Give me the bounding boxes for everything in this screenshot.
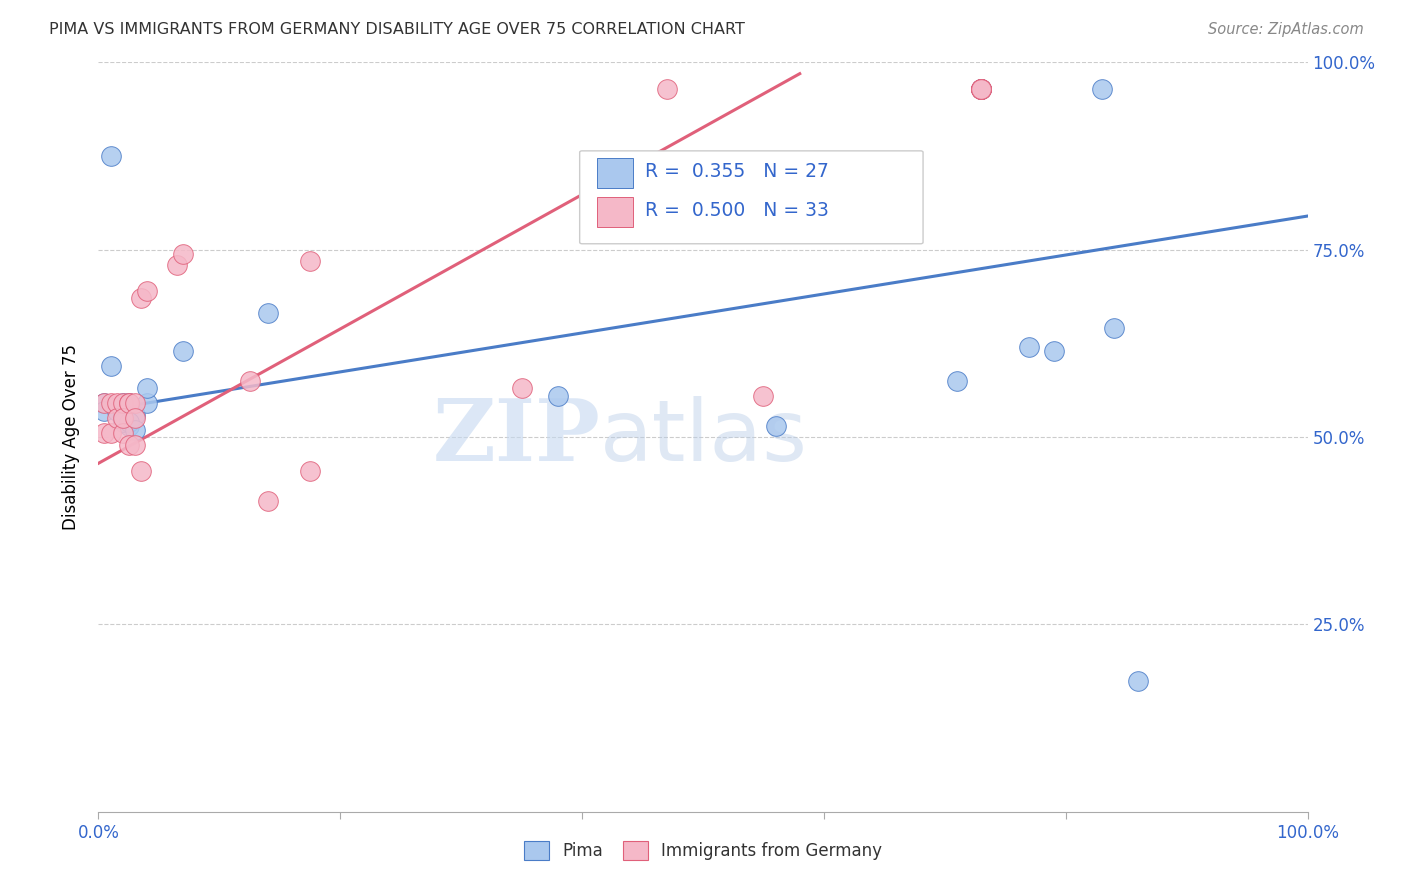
Text: atlas: atlas — [600, 395, 808, 479]
Point — [124, 411, 146, 425]
Point — [111, 396, 134, 410]
Text: Source: ZipAtlas.com: Source: ZipAtlas.com — [1208, 22, 1364, 37]
Point — [105, 396, 128, 410]
Point — [118, 437, 141, 451]
Point — [118, 396, 141, 410]
Point — [100, 426, 122, 441]
Point — [124, 408, 146, 422]
Point — [100, 396, 122, 410]
Point — [100, 149, 122, 163]
Point — [105, 411, 128, 425]
Point — [970, 81, 993, 95]
FancyBboxPatch shape — [579, 151, 924, 244]
Point — [93, 404, 115, 418]
Point — [135, 381, 157, 395]
Text: R =  0.500   N = 33: R = 0.500 N = 33 — [645, 202, 828, 220]
Text: R =  0.355   N = 27: R = 0.355 N = 27 — [645, 162, 828, 181]
Point — [547, 389, 569, 403]
FancyBboxPatch shape — [596, 159, 633, 188]
Point — [1128, 673, 1150, 688]
Point — [752, 389, 775, 403]
Point — [765, 418, 787, 433]
Point — [124, 396, 146, 410]
Point — [124, 437, 146, 451]
Point — [118, 415, 141, 429]
Text: PIMA VS IMMIGRANTS FROM GERMANY DISABILITY AGE OVER 75 CORRELATION CHART: PIMA VS IMMIGRANTS FROM GERMANY DISABILI… — [49, 22, 745, 37]
FancyBboxPatch shape — [596, 197, 633, 227]
Point — [129, 292, 152, 306]
Point — [172, 246, 194, 260]
Point — [510, 381, 533, 395]
Legend: Pima, Immigrants from Germany: Pima, Immigrants from Germany — [517, 835, 889, 867]
Point — [970, 81, 993, 95]
Point — [93, 396, 115, 410]
Point — [970, 81, 993, 95]
Point — [93, 396, 115, 410]
Point — [970, 81, 993, 95]
Point — [111, 426, 134, 441]
Point — [135, 396, 157, 410]
Point — [970, 81, 993, 95]
Y-axis label: Disability Age Over 75: Disability Age Over 75 — [62, 344, 80, 530]
Point — [1042, 343, 1064, 358]
Point — [970, 81, 993, 95]
Point — [1091, 81, 1114, 95]
Point — [970, 81, 993, 95]
Point — [124, 423, 146, 437]
Point — [111, 408, 134, 422]
Point — [239, 374, 262, 388]
Point — [299, 464, 322, 478]
Point — [166, 258, 188, 272]
Point — [946, 374, 969, 388]
Point — [105, 404, 128, 418]
Point — [111, 411, 134, 425]
Point — [256, 306, 278, 320]
Point — [129, 464, 152, 478]
Point — [118, 396, 141, 410]
Point — [172, 343, 194, 358]
Point — [118, 396, 141, 410]
Point — [256, 493, 278, 508]
Point — [1102, 321, 1125, 335]
Text: ZIP: ZIP — [433, 395, 600, 479]
Point — [655, 81, 678, 95]
Point — [118, 418, 141, 433]
Point — [299, 254, 322, 268]
Point — [111, 415, 134, 429]
Point — [111, 396, 134, 410]
Point — [970, 81, 993, 95]
Point — [1018, 340, 1040, 354]
Point — [100, 359, 122, 373]
Point — [93, 426, 115, 441]
Point — [135, 284, 157, 298]
